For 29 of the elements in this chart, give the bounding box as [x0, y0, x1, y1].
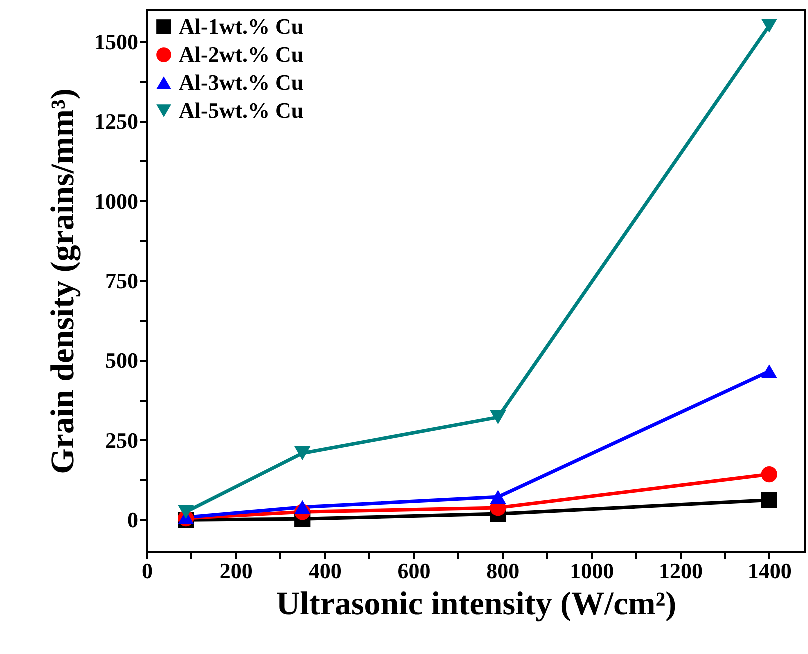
x-tick-label: 200	[220, 558, 253, 584]
legend-label: Al-2wt.% Cu	[179, 42, 304, 67]
point	[178, 505, 194, 520]
x-tick-label: 1200	[659, 558, 704, 584]
y-axis-title: Grain density (grains/mm³)	[46, 88, 82, 474]
point	[294, 446, 311, 460]
y-tick-label: 0	[128, 508, 138, 533]
legend-label: Al-5wt.% Cu	[179, 98, 304, 123]
x-tick-label: 1000	[570, 558, 614, 584]
y-tick-label: 1000	[94, 188, 138, 214]
y-tick-label: 1250	[94, 109, 138, 134]
x-axis-title: Ultrasonic intensity (W/cm²)	[276, 586, 677, 622]
legend-label: Al-1wt.% Cu	[179, 14, 304, 39]
point	[761, 492, 778, 508]
x-tick-label: 800	[486, 558, 520, 584]
point	[761, 364, 778, 379]
point	[294, 500, 311, 514]
y-tick-label: 750	[106, 268, 138, 294]
y-tick-label: 1500	[94, 29, 138, 54]
x-tick-label: 1400	[748, 558, 792, 584]
x-tick-label: 600	[398, 558, 431, 584]
legend-label: Al-3wt.% Cu	[179, 70, 304, 95]
y-tick-label: 500	[106, 348, 138, 374]
x-tick-label: 400	[308, 558, 342, 584]
point	[490, 410, 506, 424]
y-tick-label: 250	[106, 428, 138, 453]
point	[761, 18, 778, 33]
point	[490, 490, 506, 504]
point	[761, 466, 778, 483]
